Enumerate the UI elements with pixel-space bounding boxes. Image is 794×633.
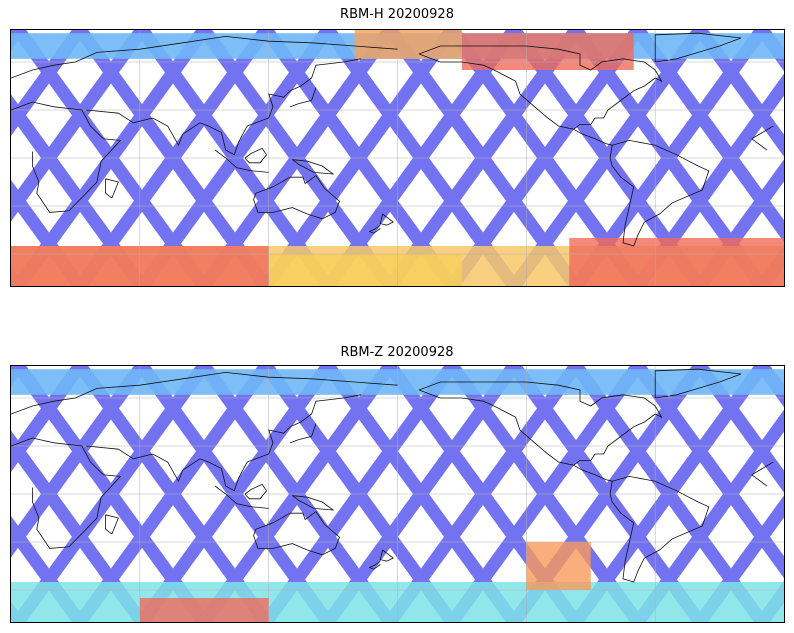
panel-title: RBM-H 20200928 [340,7,454,22]
hotspot [569,238,784,286]
hotspot [268,254,462,286]
map-canvas [11,366,784,622]
map-frame [10,29,785,287]
map-canvas [11,30,784,286]
hotspot [526,542,591,590]
graticule [11,30,784,286]
coastlines [11,32,774,247]
hotspot [461,33,634,70]
hotspot [139,598,269,622]
hotspot [354,30,462,59]
map-frame [10,365,785,623]
panel-title: RBM-Z 20200928 [340,345,454,360]
coastlines [11,368,774,583]
